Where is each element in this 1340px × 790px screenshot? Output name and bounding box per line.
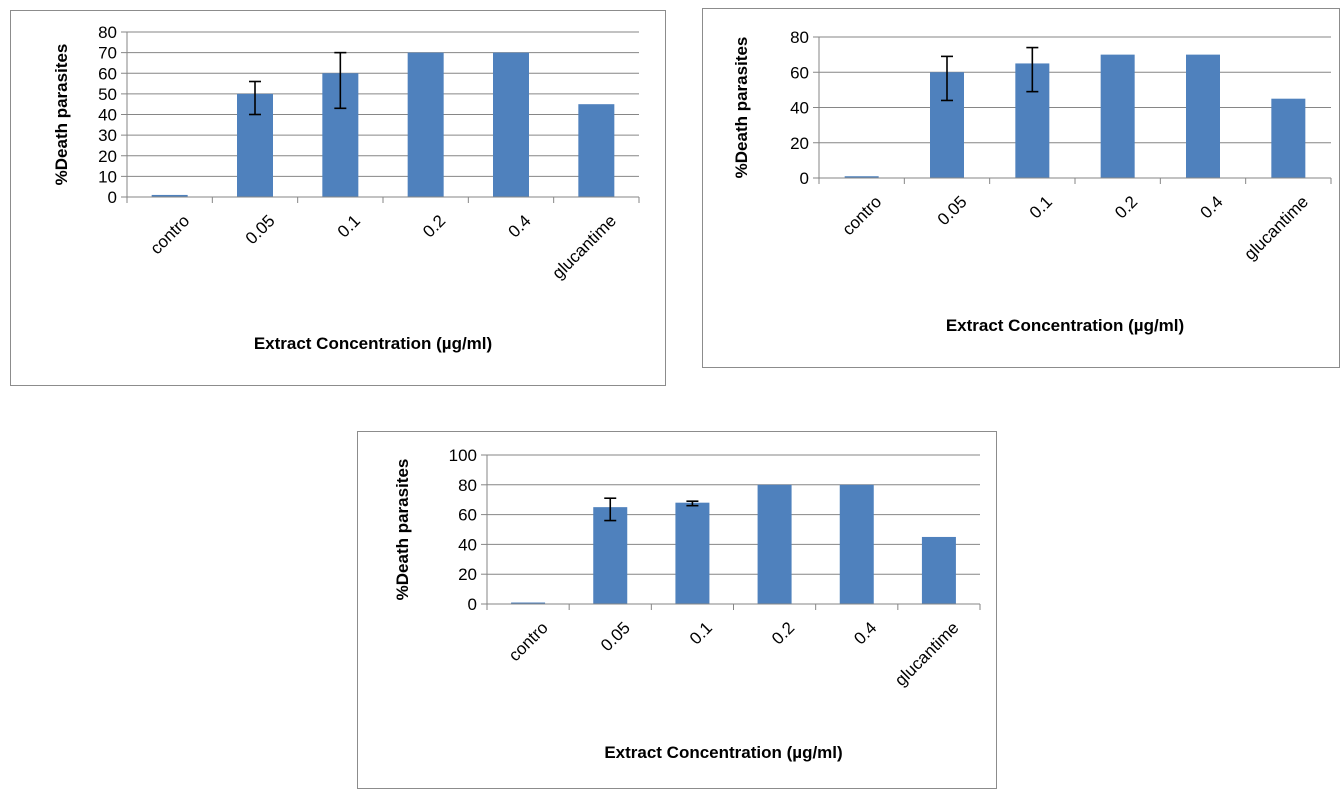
chart-panel-1: 0 10 20 30 40 50 60 70 80 contro 0.05 0.1 0.2 0.4 gluc… (10, 10, 666, 386)
y-tick-label: 60 (790, 63, 809, 82)
x-category-label: 0.1 (334, 211, 364, 241)
x-axis-title: Extract Concentration (µg/ml) (254, 334, 492, 353)
x-category-label: 0.1 (1026, 192, 1056, 222)
x-category-label: contro (505, 618, 552, 665)
x-axis-title: Extract Concentration (µg/ml) (604, 743, 842, 762)
y-tick-label: 80 (458, 476, 477, 495)
bar-0.2 (407, 52, 444, 197)
bar-0.4 (1186, 54, 1220, 178)
bar-0.1 (675, 502, 710, 604)
y-axis-title: %Death parasites (732, 37, 751, 179)
bar-contro (151, 194, 188, 197)
y-tick-label: 40 (458, 535, 477, 554)
y-tick-label: 80 (98, 23, 117, 42)
y-tick-label: 0 (800, 169, 809, 188)
x-category-label: 0.05 (242, 211, 279, 248)
x-category-label: 0.2 (419, 211, 449, 241)
y-axis-title: %Death parasites (52, 44, 71, 186)
chart-panel-3: 0 20 40 60 80 100 contro 0.05 0.1 0.2 0.4 glucantim… (357, 431, 997, 789)
bar-0.05 (593, 507, 628, 604)
y-tick-label: 0 (108, 188, 117, 207)
y-tick-label: 60 (458, 506, 477, 525)
y-tick-label: 60 (98, 64, 117, 83)
bar-glucantime (1271, 98, 1306, 178)
y-axis-title: %Death parasites (393, 459, 412, 601)
x-category-label: 0.05 (597, 618, 634, 655)
x-category-label: 0.4 (504, 211, 534, 241)
y-tick-label: 20 (458, 565, 477, 584)
y-tick-label: 20 (98, 147, 117, 166)
x-category-label: 0.1 (686, 618, 716, 648)
bar-chart-3: 0 20 40 60 80 100 contro 0.05 0.1 0.2 0.4 glucantim… (393, 446, 981, 762)
chart-panel-2: 0 20 40 60 80 contro 0.05 0.1 0.2 0.4 glucantime Ex… (702, 8, 1340, 368)
bar-0.4 (493, 52, 529, 197)
bar-glucantime (921, 536, 956, 604)
bar-glucantime (578, 104, 615, 197)
x-category-label: glucantime (1240, 192, 1312, 264)
bar-0.4 (839, 484, 874, 604)
x-category-label: 0.4 (1196, 192, 1226, 222)
x-category-label: contro (838, 192, 885, 239)
x-category-label: 0.4 (850, 618, 880, 648)
bar-chart-2: 0 20 40 60 80 contro 0.05 0.1 0.2 0.4 glucantime Ex… (732, 28, 1332, 335)
y-tick-label: 30 (98, 126, 117, 145)
bar-contro (511, 602, 546, 604)
y-tick-label: 70 (98, 44, 117, 63)
bar-0.2 (757, 484, 792, 604)
y-tick-label: 40 (790, 99, 809, 118)
x-category-label: 0.2 (1111, 192, 1141, 222)
bar-0.2 (1100, 54, 1135, 178)
y-tick-label: 10 (98, 167, 117, 186)
x-category-label: glucantime (548, 211, 620, 283)
x-category-label: glucantime (891, 618, 963, 690)
y-tick-label: 50 (98, 85, 117, 104)
y-tick-label: 40 (98, 106, 117, 125)
y-tick-label: 20 (790, 134, 809, 153)
x-category-label: 0.05 (934, 192, 971, 229)
y-tick-label: 0 (468, 595, 477, 614)
x-category-label: 0.2 (768, 618, 798, 648)
y-tick-label: 100 (449, 446, 477, 465)
y-tick-label: 80 (790, 28, 809, 47)
x-category-label: contro (146, 211, 193, 258)
bar-contro (844, 176, 879, 178)
x-axis-title: Extract Concentration (µg/ml) (946, 316, 1184, 335)
